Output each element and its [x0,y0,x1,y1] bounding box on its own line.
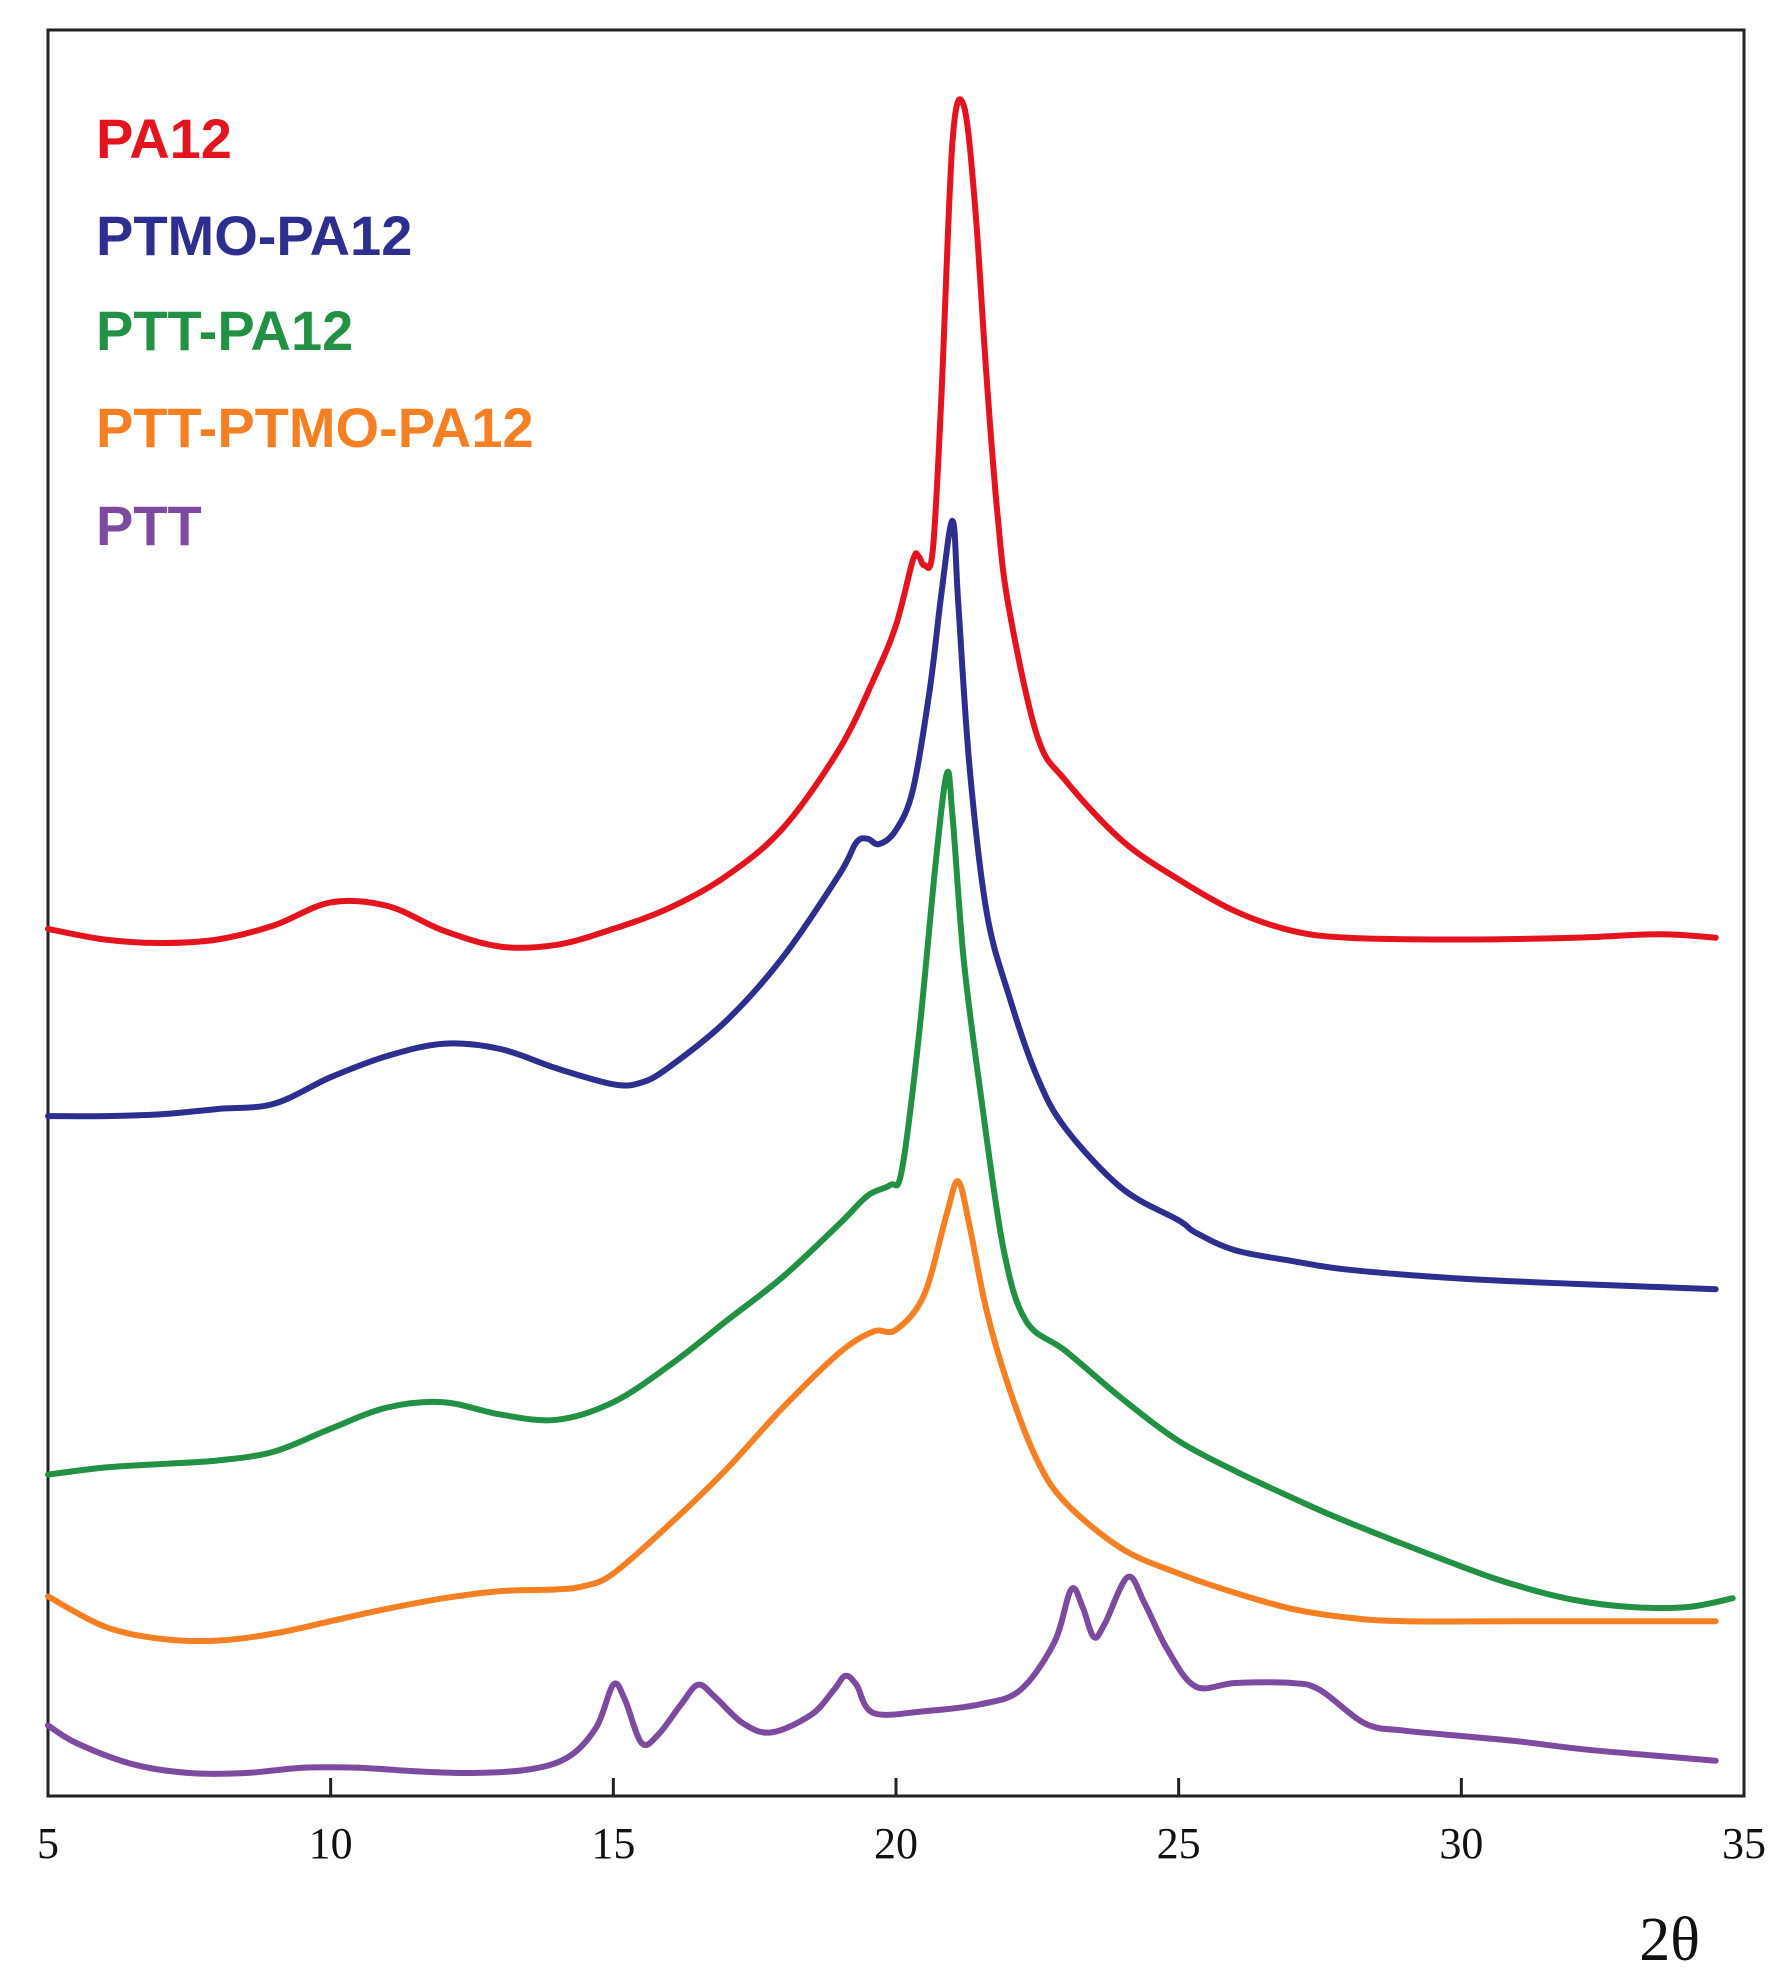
series-line-ptt-ptmo-pa12 [45,1178,1719,1645]
axes-layer [46,28,1746,1798]
x-axis-label: 2θ [1639,1906,1700,1974]
x-tick-label: 20 [874,1819,918,1868]
x-tick-label: 5 [37,1819,59,1868]
series-line-ptt [45,1573,1719,1777]
legend-entry-ptt-ptmo-pa12: PTT-PTMO-PA12 [96,396,534,459]
x-tick-label: 35 [1722,1819,1766,1868]
legend-entry-ptt: PTT [96,494,202,557]
x-tick-label: 25 [1157,1819,1201,1868]
series-line-ptmo-pa12 [45,517,1719,1293]
x-tick-labels: 5 10 15 20 25 30 35 [37,1819,1766,1868]
x-tick-label: 15 [591,1819,635,1868]
series-line-ptt-pa12 [45,768,1736,1612]
x-tick-label: 30 [1439,1819,1483,1868]
legend-entry-ptt-pa12: PTT-PA12 [96,299,353,362]
legend-entry-pa12: PA12 [96,107,232,170]
x-tick-label: 10 [309,1819,353,1868]
series-line-pa12 [45,96,1719,951]
legend: PA12 PTMO-PA12 PTT-PA12 PTT-PTMO-PA12 PTT [96,107,534,557]
curves-layer [45,96,1736,1777]
legend-entry-ptmo-pa12: PTMO-PA12 [96,204,412,267]
